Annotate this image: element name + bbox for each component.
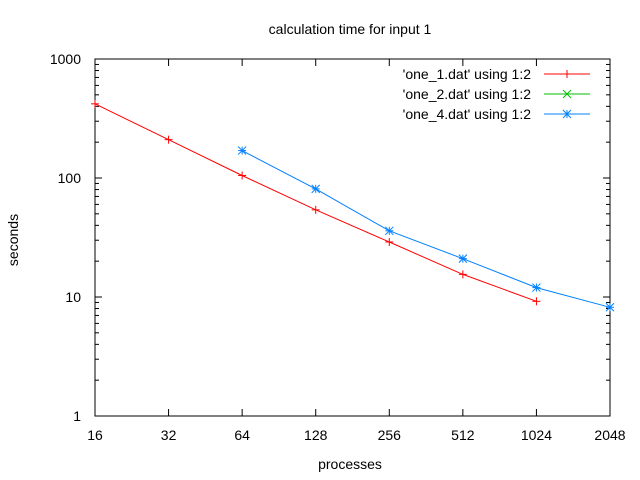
- chart-title: calculation time for input 1: [269, 21, 432, 37]
- x-tick-label: 512: [451, 427, 475, 443]
- x-tick-label: 16: [87, 427, 103, 443]
- data-point: [384, 226, 394, 236]
- axes: 16 32 64 128 256 512 1024 2048 1 10 100 1000: [50, 51, 626, 443]
- legend-marker: [562, 89, 572, 99]
- x-tick-label: 256: [378, 427, 402, 443]
- y-tick-label: 100: [58, 170, 82, 186]
- data-point: [311, 184, 321, 194]
- y-axis-label: seconds: [5, 214, 21, 266]
- series-line-3: [241, 150, 611, 308]
- x-tick-label: 128: [304, 427, 328, 443]
- legend-marker: [562, 109, 572, 119]
- legend-label: 'one_4.dat' using 1:2: [403, 106, 532, 122]
- legend-label: 'one_1.dat' using 1:2: [403, 66, 532, 82]
- legend-label: 'one_2.dat' using 1:2: [403, 86, 532, 102]
- data-point: [91, 99, 99, 108]
- data-point: [237, 146, 247, 155]
- data-point: [605, 302, 615, 312]
- legend-marker: [563, 70, 571, 78]
- x-axis-label: processes: [318, 456, 382, 472]
- legend: 'one_1.dat' using 1:2 'one_2.dat' using 1…: [403, 66, 590, 122]
- data-point: [458, 270, 467, 279]
- data-point: [311, 205, 320, 214]
- data-point: [385, 237, 394, 246]
- x-tick-label: 2048: [594, 427, 625, 443]
- data-point: [238, 171, 247, 180]
- x-tick-label: 1024: [521, 427, 552, 443]
- data-point: [532, 297, 541, 306]
- plot-area: [91, 99, 615, 312]
- data-point: [458, 254, 468, 264]
- x-tick-label: 64: [234, 427, 250, 443]
- y-tick-label: 1: [73, 408, 81, 424]
- y-tick-label: 10: [65, 289, 81, 305]
- data-point: [532, 283, 541, 292]
- data-point: [164, 135, 173, 144]
- x-tick-label: 32: [161, 427, 177, 443]
- y-tick-label: 1000: [50, 51, 81, 67]
- plot-border: [94, 58, 611, 417]
